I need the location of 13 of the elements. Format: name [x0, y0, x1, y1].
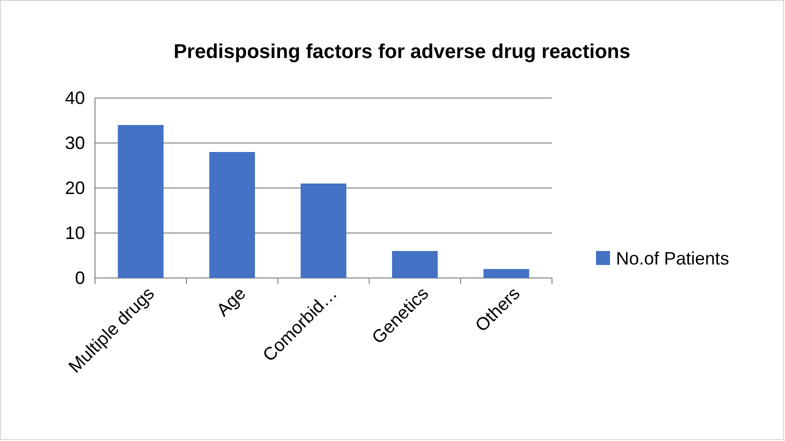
y-tick-label: 40	[64, 88, 85, 108]
y-tick-label: 30	[64, 132, 85, 153]
x-tick-label: Age	[212, 283, 250, 320]
chart-title: Predisposing factors for adverse drug reactions	[174, 41, 630, 63]
y-tick-label: 10	[64, 222, 85, 243]
bar	[118, 125, 164, 278]
bar	[209, 152, 255, 278]
legend-label: No.of Patients	[616, 248, 730, 268]
y-tick-label: 20	[64, 178, 85, 198]
bar	[300, 184, 346, 278]
bar	[483, 269, 530, 278]
y-tick-label: 0	[74, 268, 85, 288]
bar	[392, 251, 438, 278]
